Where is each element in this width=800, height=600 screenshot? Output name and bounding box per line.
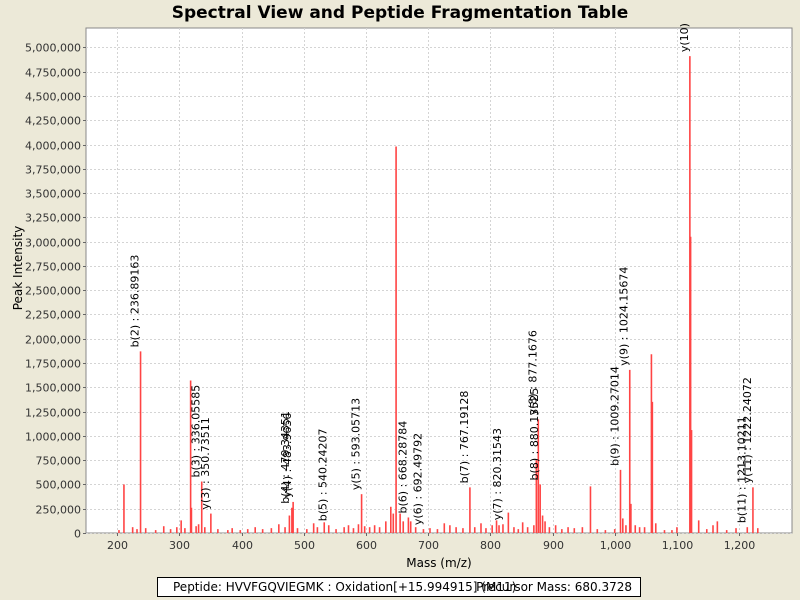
y-tick-label: 1,750,000 <box>25 358 81 371</box>
peak-annotation: b(2) : 236.89163 <box>129 255 142 348</box>
grid-lines <box>86 28 792 534</box>
y-tick-label: 5,000,000 <box>25 42 81 55</box>
y-tick-label: 0 <box>74 528 81 541</box>
peak-annotation: y(11) : 1222.24072 <box>741 377 754 483</box>
y-tick-label: 2,000,000 <box>25 334 81 347</box>
x-tick-label: 1,100 <box>662 539 694 552</box>
peak-annotation: b(8) : 880.13525 <box>528 388 541 481</box>
x-tick-label: 1,000 <box>600 539 632 552</box>
x-tick-label: 1,200 <box>724 539 756 552</box>
y-tick-label: 3,000,000 <box>25 237 81 250</box>
x-tick-label: 400 <box>232 539 253 552</box>
y-tick-label: 500,000 <box>36 479 82 492</box>
peak-annotation: b(3) : 336.05585 <box>190 385 203 478</box>
peak-annotation: b(4) : 479.34351 <box>279 411 292 504</box>
peak-annotation: b(9) : 1009.27014 <box>608 366 621 466</box>
peak-annotation: y(8) : 877.1676 <box>526 330 539 415</box>
x-tick-label: 300 <box>169 539 190 552</box>
precursor-mass: Precursor Mass: 680.3728 <box>476 580 632 594</box>
y-tick-label: 4,500,000 <box>25 91 81 104</box>
y-tick-label: 4,250,000 <box>25 115 81 128</box>
x-tick-label: 600 <box>356 539 377 552</box>
x-tick-label: 500 <box>294 539 315 552</box>
peak-annotation: y(5) : 593.05713 <box>350 398 363 490</box>
axes: 0 250,000 500,000 750,000 1,000,000 1,250,000… <box>25 42 755 553</box>
peak-annotation: y(3) : 350.73511 <box>199 417 212 509</box>
y-tick-label: 750,000 <box>36 455 82 468</box>
y-tick-label: 3,250,000 <box>25 212 81 225</box>
y-tick-label: 1,250,000 <box>25 407 81 420</box>
peak-annotation: b(5) : 540.24207 <box>317 428 330 521</box>
peak-annotation: b(11) : 1213.10211 <box>735 416 748 523</box>
peak-annotation: b(6) : 668.28784 <box>396 421 409 514</box>
y-tick-label: 2,250,000 <box>25 309 81 322</box>
peak-series <box>118 56 759 533</box>
y-tick-label: 2,500,000 <box>25 285 81 298</box>
peptide-sequence: Peptide: HVVFGQVIEGMK : Oxidation[+15.99… <box>173 580 517 594</box>
peak-annotation: y(9) : 1024.15674 <box>618 267 631 366</box>
y-tick-label: 1,500,000 <box>25 382 81 395</box>
peptide-info-box: Peptide: HVVFGQVIEGMK : Oxidation[+15.99… <box>157 577 641 597</box>
x-axis-label: Mass (m/z) <box>406 556 471 570</box>
peak-annotation: y(6) : 692.49792 <box>411 433 424 525</box>
chart-title: Spectral View and Peptide Fragmentation … <box>171 3 629 23</box>
y-tick-label: 3,750,000 <box>25 164 81 177</box>
y-tick-label: 250,000 <box>36 504 82 517</box>
peak-annotation: y(4) : 483.9656 <box>281 413 294 498</box>
y-tick-label: 1,000,000 <box>25 431 81 444</box>
x-tick-label: 700 <box>418 539 439 552</box>
x-tick-label: 800 <box>480 539 501 552</box>
peak-annotation: b(7) : 767.19128 <box>458 391 471 484</box>
peak-annotation: y(10) <box>678 23 691 52</box>
peak-annotation: y(7) : 820.31543 <box>491 428 504 520</box>
plot-area <box>85 27 793 534</box>
y-tick-label: 3,500,000 <box>25 188 81 201</box>
y-tick-label: 4,000,000 <box>25 140 81 153</box>
y-axis-label: Peak Intensity <box>11 226 25 311</box>
x-tick-label: 200 <box>107 539 128 552</box>
y-tick-label: 4,750,000 <box>25 67 81 80</box>
x-tick-label: 900 <box>543 539 564 552</box>
y-tick-label: 2,750,000 <box>25 261 81 274</box>
